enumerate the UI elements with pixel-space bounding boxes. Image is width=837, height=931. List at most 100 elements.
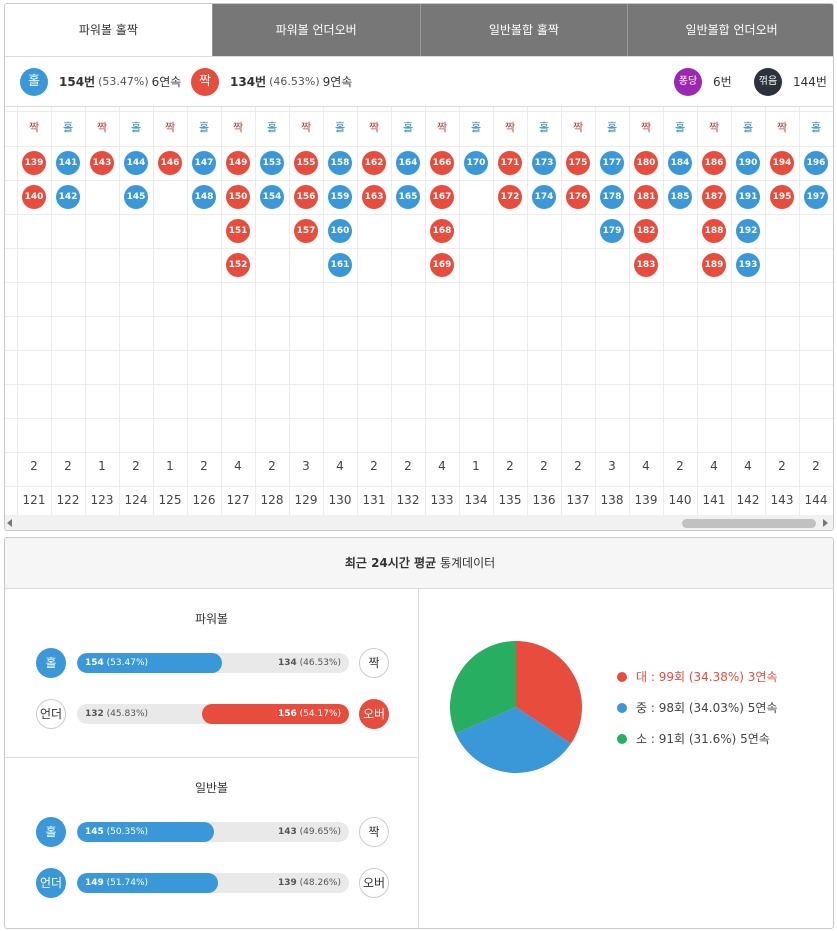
grid-line	[561, 107, 562, 515]
badge: 짝	[359, 648, 389, 678]
legend-marker	[617, 672, 627, 682]
round-number: 123	[90, 493, 114, 507]
round-number: 137	[566, 493, 590, 507]
ball: 180	[634, 151, 658, 175]
count: 134	[277, 658, 297, 668]
ball: 185	[668, 185, 692, 209]
ball: 191	[736, 185, 760, 209]
share: (46.53%)	[269, 75, 320, 88]
grid-line	[85, 107, 86, 515]
stats-panel: 최근 24시간 평균 통계데이터 파워볼 홀 짝 154 (53.47%) 134 (4…	[4, 537, 834, 929]
count: 6번	[713, 75, 732, 89]
summary-item: 홀 154번 (53.47%) 6연속	[20, 57, 181, 106]
tab[interactable]: 일반볼합 언더오버	[627, 4, 833, 56]
ball: 187	[702, 185, 726, 209]
grid-line	[799, 107, 800, 515]
grid-line	[5, 146, 833, 147]
grid-line	[5, 316, 833, 317]
round-number: 141	[702, 493, 726, 507]
streak-count: 2	[812, 459, 820, 473]
summary-row: 홀 154번 (53.47%) 6연속 짝 134번 (46.53%) 9연속 퐁당 6번 꺾음 14…	[5, 56, 833, 107]
share: (51.74%)	[106, 878, 149, 888]
ball: 184	[668, 151, 692, 175]
bar-label: 139 (48.26%)	[278, 873, 341, 893]
ball: 182	[634, 219, 658, 243]
ball: 150	[226, 185, 250, 209]
grid-line	[17, 107, 18, 515]
streak-count: 2	[404, 459, 412, 473]
share: (53.47%)	[98, 75, 149, 88]
tab[interactable]: 파워볼 홀짝	[5, 4, 212, 56]
bar-fill	[201, 704, 349, 724]
grid-line	[5, 248, 833, 249]
grid-line	[629, 107, 630, 515]
badge: 언더	[36, 868, 66, 898]
bar-label: 132 (45.83%)	[85, 704, 148, 724]
pattern-panel: 파워볼 홀짝 파워볼 언더오버 일반볼합 홀짝 일반볼합 언더오버 홀 154번 (53.…	[4, 3, 834, 531]
bar-track: 132 (45.83%) 156 (54.17%)	[77, 704, 349, 724]
scroll-thumb[interactable]	[682, 519, 816, 528]
streak-count: 4	[438, 459, 446, 473]
ball: 176	[566, 185, 590, 209]
ball: 167	[430, 185, 454, 209]
column-label: 짝	[776, 121, 788, 134]
ball: 153	[260, 151, 284, 175]
round-number: 133	[430, 493, 454, 507]
column-label: 짝	[232, 121, 244, 134]
ball: 160	[328, 219, 352, 243]
ball: 169	[430, 253, 454, 277]
scroll-right[interactable]	[823, 519, 828, 527]
column-label: 짝	[300, 121, 312, 134]
round-number: 138	[600, 493, 624, 507]
ball: 177	[600, 151, 624, 175]
grid-line	[459, 107, 460, 515]
ball: 155	[294, 151, 318, 175]
tab[interactable]: 파워볼 언더오버	[211, 4, 420, 56]
stats-bars: 파워볼 홀 짝 154 (53.47%) 134 (46.53%) 언더 오버 132 (45…	[5, 538, 418, 928]
bar-label: 145 (50.35%)	[85, 822, 148, 842]
share: (45.83%)	[106, 709, 149, 719]
streak-count: 2	[506, 459, 514, 473]
legend-label: 소 : 91회 (31.6%) 5연속	[636, 732, 770, 746]
bar-fill	[77, 873, 218, 893]
streak-count: 1	[472, 459, 480, 473]
ball: 194	[770, 151, 794, 175]
pie-slice	[455, 707, 571, 773]
scrollbar[interactable]	[5, 515, 833, 530]
badge: 짝	[191, 67, 219, 96]
grid-line	[5, 282, 833, 283]
badge: 오버	[359, 699, 389, 729]
scroll-left[interactable]	[7, 519, 12, 527]
streak-count: 4	[744, 459, 752, 473]
ball: 196	[804, 151, 828, 175]
ball: 174	[532, 185, 556, 209]
grid-line	[289, 107, 290, 515]
badge: 짝	[359, 817, 389, 847]
round-number: 130	[328, 493, 352, 507]
pattern-grid: 짝 139 140 2 121 홀 141 142 2 122 짝 143 1 123 홀 144 145 2 12…	[5, 107, 833, 515]
stats-title: 최근 24시간 평균	[344, 556, 437, 570]
streak-count: 4	[642, 459, 650, 473]
column-label: 홀	[402, 121, 414, 134]
streak-count: 4	[336, 459, 344, 473]
ball: 181	[634, 185, 658, 209]
grid-line	[323, 107, 324, 515]
tab[interactable]: 일반볼합 홀짝	[419, 4, 628, 56]
streak-count: 2	[778, 459, 786, 473]
grid-line	[5, 214, 833, 215]
pie-slice	[516, 641, 582, 744]
round-number: 125	[158, 493, 182, 507]
column-label: 홀	[674, 121, 686, 134]
round-number: 124	[124, 493, 148, 507]
grid-line	[425, 107, 426, 515]
grid-line	[153, 107, 154, 515]
count: 154번	[59, 75, 96, 89]
ball: 145	[124, 185, 148, 209]
bar-fill	[77, 822, 214, 842]
streak-count: 2	[268, 459, 276, 473]
round-number: 140	[668, 493, 692, 507]
ball: 197	[804, 185, 828, 209]
round-number: 135	[498, 493, 522, 507]
grid-line	[663, 107, 664, 515]
